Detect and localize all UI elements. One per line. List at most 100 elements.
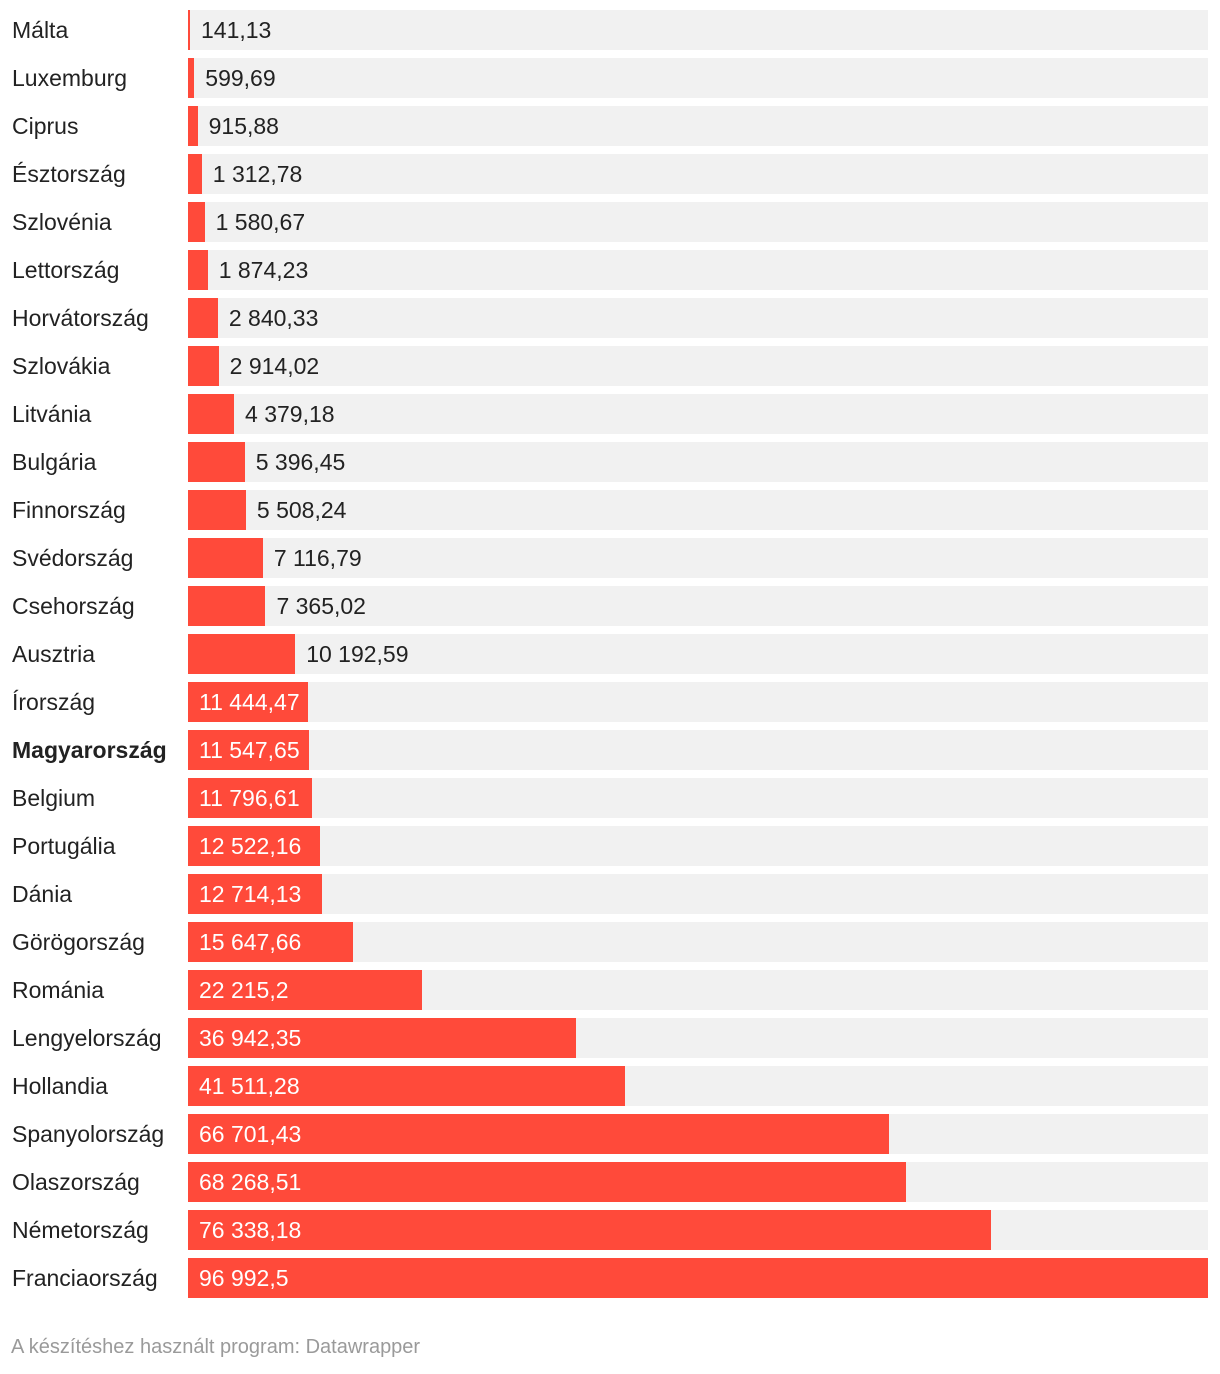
category-label: Finnország (12, 497, 126, 523)
bar-track (188, 394, 1208, 434)
bar (188, 778, 313, 818)
value-label: 11 796,61 (199, 785, 300, 811)
bar-track (188, 682, 1208, 722)
bar (188, 922, 353, 962)
bar-track (188, 730, 1208, 770)
category-label: Horvátország (12, 305, 149, 331)
bar (188, 826, 320, 866)
bar-row: Szlovénia 1 580,67 (0, 202, 1220, 242)
bar (188, 106, 198, 146)
value-label: 141,13 (201, 17, 272, 43)
category-label: Málta (12, 17, 69, 43)
bar-row: Bulgária 5 396,45 (0, 442, 1220, 482)
bar-row: Csehország 7 365,02 (0, 586, 1220, 626)
bar (188, 442, 245, 482)
bar-row: Lengyelország 36 942,35 (0, 1018, 1220, 1058)
category-label: Írország (12, 689, 96, 715)
bar (188, 538, 263, 578)
bar-track (188, 154, 1208, 194)
bar (188, 682, 309, 722)
value-label: 599,69 (205, 65, 276, 91)
value-label: 15 647,66 (199, 929, 302, 955)
bar-row: Észtország 1 312,78 (0, 154, 1220, 194)
bar-track (188, 202, 1208, 242)
value-label: 1 580,67 (215, 209, 306, 235)
category-label: Románia (12, 977, 105, 1003)
category-label: Belgium (12, 785, 96, 811)
bar-row: Írország 11 444,47 (0, 682, 1220, 722)
bar-row: Litvánia 4 379,18 (0, 394, 1220, 434)
bar-track (188, 346, 1208, 386)
bar (188, 1066, 625, 1106)
bar (188, 730, 310, 770)
bar (188, 490, 246, 530)
category-label: Észtország (12, 161, 126, 187)
category-label: Ciprus (12, 113, 79, 139)
bar-row: Málta 141,13 (0, 10, 1220, 50)
bar (188, 1162, 906, 1202)
category-label: Szlovákia (12, 353, 111, 379)
category-label: Litvánia (12, 401, 92, 427)
bar-row: Finnország 5 508,24 (0, 490, 1220, 530)
bar-row: Ausztria 10 192,59 (0, 634, 1220, 674)
value-label: 5 508,24 (256, 497, 347, 523)
bar-chart: Málta 141,13 Luxemburg 599,69 Ciprus 915,88 És… (0, 10, 1220, 1298)
bar (188, 10, 190, 50)
bar-row: Lettország 1 874,23 (0, 250, 1220, 290)
bar-track (188, 874, 1208, 914)
value-label: 11 444,47 (199, 689, 300, 715)
category-label: Németország (12, 1217, 149, 1243)
value-label: 12 522,16 (199, 833, 302, 859)
bar-row: Szlovákia 2 914,02 (0, 346, 1220, 386)
bar (188, 1114, 890, 1154)
bar (188, 58, 195, 98)
bar-row: Dánia 12 714,13 (0, 874, 1220, 914)
bar-row: Magyarország 11 547,65 (0, 730, 1220, 770)
category-label: Csehország (12, 593, 135, 619)
bar-track (188, 58, 1208, 98)
value-label: 2 840,33 (228, 305, 319, 331)
value-label: 76 338,18 (199, 1217, 302, 1243)
bar (188, 298, 218, 338)
bar-track (188, 10, 1208, 50)
value-label: 2 914,02 (229, 353, 320, 379)
value-label: 36 942,35 (199, 1025, 302, 1051)
category-label: Magyarország (12, 737, 167, 763)
value-label: 10 192,59 (306, 641, 409, 667)
bar-track (188, 538, 1208, 578)
value-label: 12 714,13 (199, 881, 302, 907)
category-label: Görögország (12, 929, 145, 955)
bar-track (188, 826, 1208, 866)
category-label: Luxemburg (12, 65, 128, 91)
bar (188, 1018, 577, 1058)
value-label: 4 379,18 (245, 401, 335, 427)
category-label: Dánia (12, 881, 73, 907)
category-label: Olaszország (12, 1169, 140, 1195)
bar-track (188, 778, 1208, 818)
bar (188, 1258, 1208, 1298)
value-label: 68 268,51 (199, 1169, 302, 1195)
bar (188, 1210, 991, 1250)
bar-track (188, 106, 1208, 146)
bar-row: Franciaország 96 992,5 (0, 1258, 1220, 1298)
bar (188, 586, 266, 626)
bar (188, 154, 202, 194)
value-label: 41 511,28 (199, 1073, 300, 1099)
bar-row: Horvátország 2 840,33 (0, 298, 1220, 338)
bar-row: Románia 22 215,2 (0, 970, 1220, 1010)
bar-track (188, 490, 1208, 530)
value-label: 1 312,78 (212, 161, 303, 187)
bar (188, 250, 208, 290)
bar (188, 346, 219, 386)
bar-track (188, 298, 1208, 338)
bar-row: Belgium 11 796,61 (0, 778, 1220, 818)
bar-row: Németország 76 338,18 (0, 1210, 1220, 1250)
bar-track (188, 634, 1208, 674)
category-label: Lengyelország (12, 1025, 162, 1051)
category-label: Lettország (12, 257, 120, 283)
category-label: Franciaország (12, 1265, 158, 1291)
category-label: Portugália (12, 833, 116, 859)
bar (188, 394, 235, 434)
bar-row: Ciprus 915,88 (0, 106, 1220, 146)
credit-footer: A készítéshez használt program: Datawrap… (11, 1336, 421, 1358)
